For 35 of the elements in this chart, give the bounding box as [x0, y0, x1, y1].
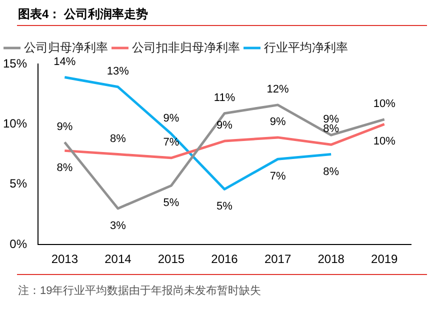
data-label: 9% — [163, 112, 180, 124]
data-label: 5% — [216, 200, 233, 213]
x-tick-label: 2017 — [264, 252, 292, 266]
text: 注：19年行业平均数据由于年报尚未发布暂时缺失 — [17, 284, 262, 298]
legend-label: 公司归母净利率 — [24, 40, 108, 54]
data-label: 8% — [323, 166, 340, 178]
data-label: 10% — [373, 98, 396, 110]
y-tick-label: 0% — [10, 236, 28, 251]
y-tick-label: 15% — [2, 56, 28, 70]
data-label: 7% — [270, 170, 286, 183]
data-label: 9% — [270, 116, 286, 128]
data-label: 9% — [216, 120, 233, 132]
data-label: 8% — [110, 132, 126, 145]
data-label: 8% — [56, 162, 73, 174]
x-tick-label: 2019 — [371, 252, 398, 266]
data-label: 12% — [266, 83, 290, 96]
x-tick-label: 2015 — [158, 252, 185, 266]
y-tick-label: 5% — [10, 176, 28, 191]
data-label: 8% — [323, 123, 340, 136]
x-tick-label: 2018 — [318, 252, 345, 266]
data-label: 14% — [54, 56, 76, 68]
data-label: 5% — [163, 197, 180, 210]
x-tick-label: 2013 — [51, 252, 78, 266]
data-label: 7% — [163, 136, 180, 148]
chart-title: 图表4： 公司利润率走势 — [17, 6, 150, 22]
data-label: 13% — [106, 65, 130, 78]
x-tick-label: 2014 — [104, 252, 132, 266]
legend-label: 行业平均净利率 — [264, 40, 348, 54]
legend-label: 公司扣非归母净利率 — [132, 40, 240, 54]
data-label: 11% — [214, 92, 236, 104]
x-tick-label: 2016 — [211, 252, 238, 266]
data-label: 9% — [56, 120, 73, 133]
data-label: 10% — [373, 136, 396, 148]
data-label: 3% — [110, 220, 126, 232]
y-tick-label: 10% — [2, 116, 28, 131]
